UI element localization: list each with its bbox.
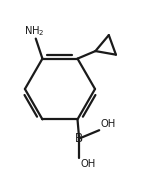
- Text: NH$_2$: NH$_2$: [24, 24, 44, 38]
- Text: OH: OH: [100, 119, 115, 129]
- Text: OH: OH: [80, 159, 95, 169]
- Text: B: B: [75, 132, 83, 145]
